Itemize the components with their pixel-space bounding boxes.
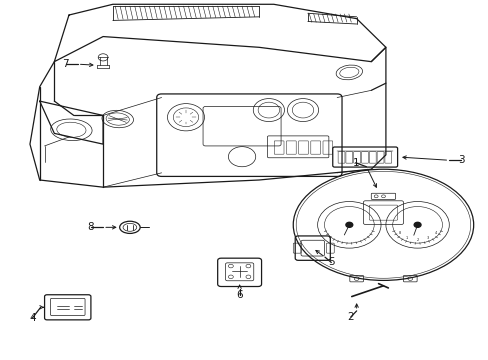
Text: 1: 1 <box>405 236 407 240</box>
Text: 3: 3 <box>457 155 464 165</box>
Text: 3: 3 <box>426 236 428 240</box>
Text: 1: 1 <box>352 158 358 168</box>
Text: 5: 5 <box>327 257 334 267</box>
Text: 8: 8 <box>398 230 400 234</box>
Text: 6: 6 <box>236 291 243 301</box>
Text: 7: 7 <box>62 59 69 69</box>
Text: 2: 2 <box>416 238 418 242</box>
Text: 4: 4 <box>29 313 36 323</box>
Circle shape <box>413 222 420 227</box>
Text: 8: 8 <box>87 222 94 232</box>
Text: 2: 2 <box>347 312 353 322</box>
Circle shape <box>345 222 352 227</box>
Text: 4: 4 <box>434 230 436 234</box>
